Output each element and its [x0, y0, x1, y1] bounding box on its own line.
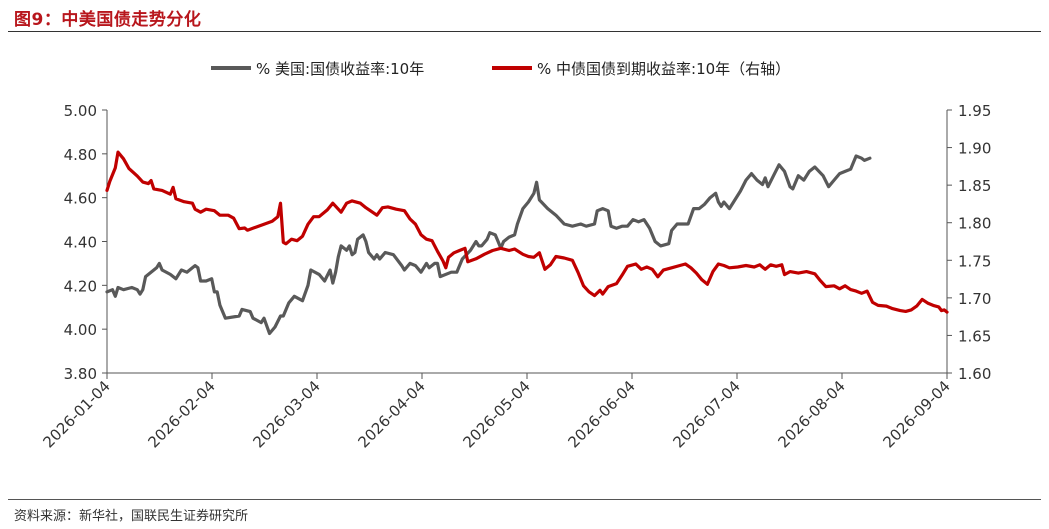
y-left-tick-label: 4.60: [64, 190, 97, 208]
x-tick-label: 2026-01-04: [39, 377, 113, 451]
y-left-tick-label: 5.00: [64, 102, 97, 120]
y-left-tick-label: 4.00: [64, 321, 97, 339]
y-left-tick-label: 3.80: [64, 365, 97, 383]
y-right-tick-label: 1.95: [958, 102, 991, 120]
source-note: 资料来源：新华社，国联民生证券研究所: [14, 509, 249, 524]
x-tick-label: 2026-05-04: [459, 377, 533, 451]
x-tick-label: 2026-02-04: [144, 377, 218, 451]
series-line-cn-10y: [105, 150, 949, 314]
legend-label-us: % 美国:国债收益率:10年: [256, 60, 424, 78]
y-left-tick-label: 4.80: [64, 146, 97, 164]
y-left-tick-label: 4.20: [64, 277, 97, 295]
figure-title: 图9：中美国债走势分化: [14, 10, 202, 30]
x-tick-label: 2026-09-04: [879, 377, 953, 451]
x-tick-label: 2026-08-04: [774, 377, 848, 451]
title-divider: [8, 31, 1041, 32]
y-left-tick-label: 4.40: [64, 234, 97, 252]
y-right-tick-label: 1.90: [958, 140, 991, 158]
series-line-us-10y: [105, 154, 872, 336]
y-right-tick-label: 1.80: [958, 215, 991, 233]
legend-label-cn: % 中债国债到期收益率:10年（右轴）: [537, 60, 790, 78]
x-tick-label: 2026-03-04: [249, 377, 323, 451]
y-right-tick-label: 1.70: [958, 290, 991, 308]
plot-area: [105, 150, 949, 336]
chart-legend: % 美国:国债收益率:10年 % 中债国债到期收益率:10年（右轴）: [211, 60, 790, 78]
y-right-tick-label: 1.65: [958, 327, 991, 345]
x-tick-label: 2026-04-04: [354, 377, 428, 451]
x-tick-label: 2026-07-04: [669, 377, 743, 451]
dual-axis-line-chart: % 美国:国债收益率:10年 % 中债国债到期收益率:10年（右轴） 3.80 4…: [39, 60, 991, 451]
y-right-tick-label: 1.75: [958, 252, 991, 270]
footer-divider: [8, 499, 1041, 500]
chart-axes: 3.80 4.00 4.20 4.40 4.60 4.80 5.00 1.60 1.65 1.70…: [39, 102, 991, 451]
x-tick-label: 2026-06-04: [564, 377, 638, 451]
y-right-tick-label: 1.60: [958, 365, 991, 383]
y-right-tick-label: 1.85: [958, 177, 991, 195]
